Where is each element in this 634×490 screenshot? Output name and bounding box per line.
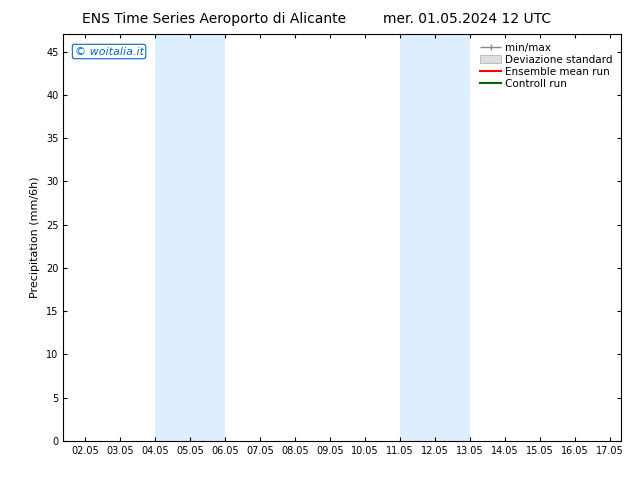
Y-axis label: Precipitation (mm/6h): Precipitation (mm/6h) [30,177,41,298]
Text: mer. 01.05.2024 12 UTC: mer. 01.05.2024 12 UTC [384,12,552,26]
Text: ENS Time Series Aeroporto di Alicante: ENS Time Series Aeroporto di Alicante [82,12,347,26]
Bar [400,34,470,441]
Legend: min/max, Deviazione standard, Ensemble mean run, Controll run: min/max, Deviazione standard, Ensemble m… [477,40,616,92]
Bar [155,34,225,441]
Text: © woitalia.it: © woitalia.it [75,47,143,56]
